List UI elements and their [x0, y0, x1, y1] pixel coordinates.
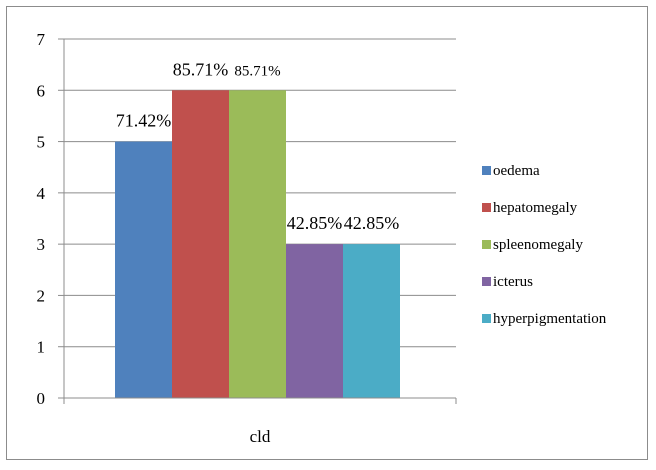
legend-swatch [482, 203, 491, 212]
data-label-hepatomegaly: 85.71% [173, 59, 229, 79]
y-tick-label: 7 [37, 30, 46, 49]
y-tick-label: 6 [37, 81, 46, 100]
y-tick-label: 3 [37, 235, 46, 254]
legend-label: icterus [493, 274, 533, 290]
bar-spleenomegaly [229, 90, 286, 399]
legend[interactable]: oedema hepatomegaly spleenomegaly icterus hy… [482, 163, 607, 327]
legend-swatch [482, 314, 491, 323]
x-category-label: cld [250, 427, 271, 446]
legend-label: hyperpigmentation [493, 311, 607, 327]
data-label-hyperpigmentation: 42.85% [344, 213, 400, 233]
legend-swatch [482, 240, 491, 249]
legend-label: spleenomegaly [493, 237, 583, 253]
y-axis-ticks: 0 1 2 3 4 5 6 7 [37, 30, 64, 408]
y-tick-label: 2 [37, 286, 46, 305]
y-tick-label: 4 [37, 184, 46, 203]
legend-item-hyperpigmentation[interactable]: hyperpigmentation [482, 311, 607, 327]
y-tick-label: 0 [37, 389, 46, 408]
data-label-oedema: 71.42% [116, 111, 172, 131]
bar-hyperpigmentation [343, 244, 400, 398]
legend-label: oedema [493, 163, 540, 179]
legend-label: hepatomegaly [493, 200, 578, 216]
y-tick-label: 1 [37, 338, 46, 357]
legend-item-oedema[interactable]: oedema [482, 163, 540, 179]
bar-hepatomegaly [172, 90, 229, 399]
axes [63, 39, 457, 404]
legend-swatch [482, 277, 491, 286]
bars [115, 90, 400, 399]
legend-item-hepatomegaly[interactable]: hepatomegaly [482, 200, 578, 216]
bar-icterus [286, 244, 343, 398]
y-tick-label: 5 [37, 133, 46, 152]
data-label-icterus: 42.85% [287, 213, 343, 233]
legend-item-spleenomegaly[interactable]: spleenomegaly [482, 237, 583, 253]
bar-oedema [115, 141, 172, 399]
legend-item-icterus[interactable]: icterus [482, 274, 533, 290]
x-axis-categories: cld [250, 427, 271, 446]
legend-swatch [482, 166, 491, 175]
data-label-spleenomegaly: 85.71% [234, 63, 280, 79]
data-labels: 71.42% 85.71% 85.71% 42.85% 42.85% [116, 59, 400, 233]
